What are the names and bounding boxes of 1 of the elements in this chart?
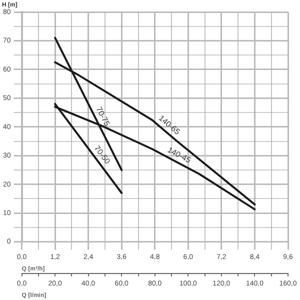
text: 70-75 bbox=[94, 105, 112, 128]
